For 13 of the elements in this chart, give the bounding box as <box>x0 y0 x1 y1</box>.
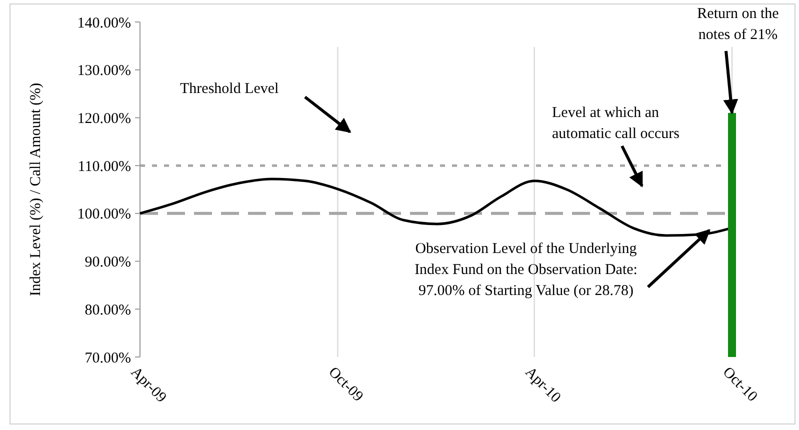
y-tick-label: 90.00% <box>84 254 131 271</box>
y-tick-label: 70.00% <box>84 350 131 366</box>
annotation: Return on the notes of 21% <box>697 6 780 43</box>
y-axis-title: Index Level (%) / Call Amount (%) <box>28 82 44 296</box>
y-tick-label: 100.00% <box>77 206 131 223</box>
y-tick-label: 140.00% <box>77 15 131 32</box>
y-tick-label: 80.00% <box>84 302 131 318</box>
annotation: Level at which an automatic call occurs <box>552 105 680 142</box>
y-tick-label: 130.00% <box>77 63 131 80</box>
annotation: Threshold Level <box>180 81 279 97</box>
annotation: Observation Level of the Underlying Index Fund on the Observation Date: 97.00% of Starting Value (or 28.78) <box>414 241 638 299</box>
y-tick-label: 110.00% <box>78 158 131 175</box>
y-tick-label: 120.00% <box>77 110 131 127</box>
